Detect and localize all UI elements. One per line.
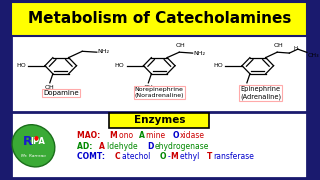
Text: COMT:: COMT: [77,152,108,161]
Text: C: C [115,152,120,161]
Text: O: O [159,152,166,161]
Text: atechol: atechol [122,152,152,161]
Text: Epinephrine
(Adrenaline): Epinephrine (Adrenaline) [240,86,281,100]
Text: HO: HO [16,63,26,68]
Text: T: T [207,152,212,161]
Text: Norepinephrine
(Noradrenaline): Norepinephrine (Noradrenaline) [134,87,184,98]
Text: ethyl: ethyl [180,152,202,161]
Text: -: - [167,152,170,161]
Text: HO: HO [213,63,223,68]
FancyBboxPatch shape [11,2,307,178]
Text: ●: ● [34,135,38,140]
Text: CH₃: CH₃ [308,53,319,58]
Text: R: R [23,135,32,148]
Text: OH: OH [45,85,55,90]
Text: NH₂: NH₂ [98,49,110,54]
Text: O: O [172,131,179,140]
Text: A: A [139,131,145,140]
Text: M: M [109,131,117,140]
Text: OH: OH [273,43,283,48]
Text: A: A [100,142,105,151]
Text: mine: mine [146,131,167,140]
Text: IPA: IPA [30,137,45,146]
Text: OH: OH [176,43,186,48]
Text: NH₂: NH₂ [194,51,205,56]
FancyBboxPatch shape [109,112,209,128]
Text: xidase: xidase [180,131,205,140]
Text: MAO:: MAO: [77,131,103,140]
Text: HO: HO [115,63,124,68]
Text: ransferase: ransferase [213,152,254,161]
Text: H: H [293,46,298,51]
Text: Metabolism of Catecholamines: Metabolism of Catecholamines [28,10,291,26]
Text: ldehyde: ldehyde [107,142,140,151]
Text: D: D [147,142,153,151]
Text: Dopamine: Dopamine [43,90,78,96]
FancyBboxPatch shape [11,2,307,36]
Text: OH: OH [242,85,252,90]
Text: Enzymes: Enzymes [133,115,185,125]
Text: AD:: AD: [77,142,95,151]
Text: Mr. Ramrao: Mr. Ramrao [21,154,46,158]
Text: ehydrogenase: ehydrogenase [155,142,209,151]
Text: OH: OH [143,85,153,90]
Text: ono: ono [118,131,135,140]
Ellipse shape [12,125,55,167]
Text: M: M [171,152,178,161]
